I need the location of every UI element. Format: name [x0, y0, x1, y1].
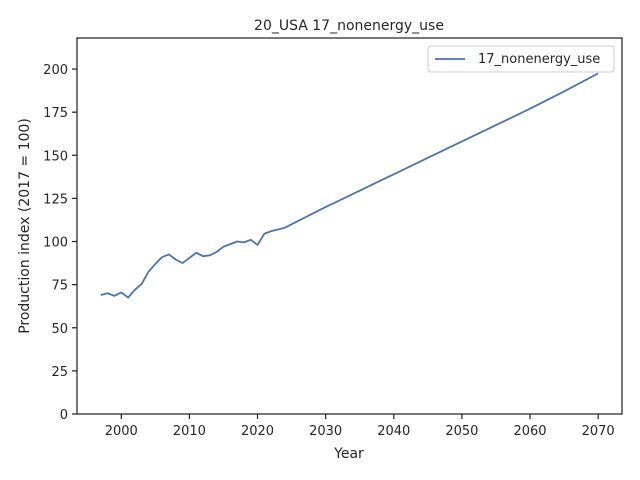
- x-tick-label: 2060: [513, 424, 546, 439]
- y-tick-label: 50: [51, 322, 68, 337]
- y-tick-label: 150: [43, 149, 68, 164]
- x-tick-label: 2010: [173, 424, 206, 439]
- y-tick-label: 100: [43, 236, 68, 251]
- x-axis: 2000 2010 2020 2030 2040 2050 2060 2070: [105, 414, 615, 439]
- x-axis-label: Year: [333, 446, 364, 462]
- y-tick-label: 125: [43, 192, 68, 207]
- legend: 17_nonenergy_use: [427, 45, 615, 73]
- legend-label: 17_nonenergy_use: [478, 52, 600, 67]
- chart-title: 20_USA 17_nonenergy_use: [254, 18, 444, 34]
- x-tick-label: 2070: [582, 424, 615, 439]
- x-tick-label: 2040: [377, 424, 410, 439]
- y-tick-label: 200: [43, 63, 68, 78]
- plot-frame: [76, 37, 623, 415]
- x-tick-label: 2000: [105, 424, 138, 439]
- y-tick-label: 175: [43, 106, 68, 121]
- x-tick-label: 2030: [309, 424, 342, 439]
- y-tick-label: 0: [60, 408, 68, 423]
- y-axis-label: Production index (2017 = 100): [17, 118, 33, 334]
- x-tick-label: 2020: [241, 424, 274, 439]
- legend-box: [427, 45, 615, 73]
- plot-area: [100, 72, 599, 299]
- x-tick-label: 2050: [445, 424, 478, 439]
- y-tick-label: 75: [51, 279, 68, 294]
- series-line: [100, 72, 599, 299]
- y-tick-label: 25: [51, 365, 68, 380]
- y-axis: 0 25 50 75 100 125 150 175 200: [43, 63, 77, 423]
